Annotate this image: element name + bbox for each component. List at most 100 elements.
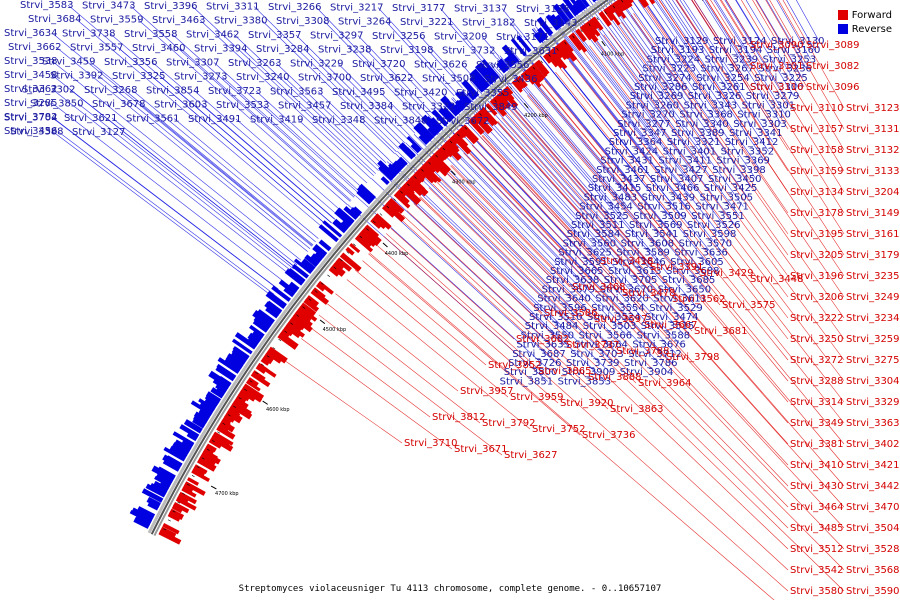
reverse-connector bbox=[69, 89, 296, 268]
reverse-gene-label: Strvi_3285 bbox=[4, 98, 58, 109]
minor-tick bbox=[548, 54, 551, 57]
reverse-feature bbox=[247, 332, 261, 345]
reverse-gene-label: Strvi_3589 bbox=[616, 248, 670, 259]
reverse-feature bbox=[204, 395, 219, 409]
minor-tick bbox=[486, 106, 490, 110]
reverse-gene-label: Strvi_3321 bbox=[667, 137, 721, 148]
reverse-gene-label: Strvi_3343 bbox=[684, 100, 738, 111]
forward-feature bbox=[417, 167, 435, 184]
forward-gene-label: Strvi_3259 bbox=[846, 334, 900, 345]
forward-feature bbox=[370, 218, 382, 229]
minor-tick bbox=[227, 414, 231, 417]
reverse-gene-label: Strvi_3466 bbox=[646, 183, 700, 194]
reverse-feature bbox=[210, 387, 225, 399]
forward-connector bbox=[691, 0, 749, 88]
reverse-connector bbox=[261, 20, 397, 153]
forward-connector bbox=[466, 149, 665, 358]
reverse-gene-label: Strvi_3392 bbox=[50, 71, 104, 82]
forward-connector bbox=[419, 197, 789, 550]
ruler-label: 4100 kbp bbox=[601, 52, 625, 58]
reverse-gene-label: Strvi_3462 bbox=[186, 30, 240, 41]
reverse-feature bbox=[224, 356, 243, 372]
reverse-gene-label: Strvi_3348 bbox=[312, 115, 366, 126]
forward-feature bbox=[405, 180, 423, 197]
reverse-gene-label: Strvi_3273 bbox=[174, 72, 228, 83]
reverse-connector bbox=[489, 50, 497, 59]
reverse-gene-label: Strvi_3357 bbox=[248, 30, 302, 41]
reverse-connector bbox=[55, 46, 308, 252]
reverse-gene-label: Strvi_3341 bbox=[729, 128, 783, 139]
reverse-feature bbox=[133, 517, 150, 529]
forward-feature bbox=[339, 252, 362, 272]
reverse-gene-label: Strvi_3369 bbox=[716, 156, 770, 167]
forward-connector bbox=[541, 83, 789, 382]
reverse-connector bbox=[479, 73, 694, 318]
forward-feature bbox=[381, 205, 396, 218]
reverse-feature bbox=[503, 55, 516, 68]
forward-gene-label: Strvi_3314 bbox=[790, 397, 844, 408]
minor-tick bbox=[266, 355, 270, 358]
reverse-gene-label: Strvi_3851 bbox=[500, 376, 554, 387]
forward-feature bbox=[372, 216, 386, 230]
reverse-connector bbox=[489, 63, 661, 262]
reverse-connector bbox=[625, 0, 720, 134]
forward-connector bbox=[559, 68, 845, 424]
ruler-label: 4700 kbp bbox=[215, 491, 239, 497]
forward-feature bbox=[265, 351, 282, 364]
forward-connector bbox=[327, 303, 481, 424]
minor-tick bbox=[442, 147, 446, 151]
reverse-gene-label: Strvi_3347 bbox=[613, 128, 667, 139]
reverse-gene-label: Strvi_3310 bbox=[737, 110, 791, 121]
forward-feature bbox=[191, 469, 210, 483]
reverse-gene-label: Strvi_3631 bbox=[504, 46, 558, 57]
forward-gene-label: Strvi_3158 bbox=[790, 145, 844, 156]
reverse-gene-label: Strvi_3301 bbox=[742, 100, 796, 111]
minor-tick bbox=[163, 528, 167, 531]
forward-gene-label: Strvi_3737 bbox=[566, 340, 620, 351]
forward-connector bbox=[676, 0, 845, 256]
minor-tick bbox=[314, 290, 318, 293]
reverse-connector bbox=[191, 5, 375, 176]
forward-gene-label: Strvi_3402 bbox=[846, 439, 900, 450]
forward-feature bbox=[472, 112, 493, 135]
minor-tick bbox=[249, 380, 253, 383]
reverse-feature bbox=[536, 16, 554, 37]
forward-feature bbox=[330, 262, 346, 277]
reverse-feature bbox=[552, 3, 570, 24]
reverse-connector bbox=[379, 169, 565, 345]
reverse-feature bbox=[162, 460, 180, 472]
forward-feature bbox=[430, 152, 452, 174]
forward-connector bbox=[782, 0, 845, 109]
forward-connector bbox=[399, 218, 609, 410]
minor-tick bbox=[233, 405, 237, 408]
minor-tick bbox=[596, 17, 599, 21]
forward-feature bbox=[440, 144, 454, 158]
forward-gene-label: Strvi_3089 bbox=[806, 40, 860, 51]
forward-connector bbox=[435, 180, 789, 529]
reverse-feature bbox=[441, 107, 455, 121]
reverse-feature bbox=[457, 97, 470, 109]
forward-feature bbox=[579, 24, 593, 41]
reverse-connector bbox=[325, 105, 387, 164]
forward-connector bbox=[301, 338, 453, 450]
reverse-connector bbox=[643, 0, 691, 69]
ruler-tick bbox=[523, 102, 529, 109]
reverse-feature bbox=[131, 507, 154, 522]
strand-legend: Forward Reverse bbox=[837, 8, 892, 36]
reverse-gene-label: Strvi_3515 bbox=[641, 321, 695, 332]
reverse-gene-label: Strvi_3646 bbox=[612, 257, 666, 268]
reverse-connector bbox=[558, 8, 732, 235]
forward-feature bbox=[230, 402, 253, 420]
reverse-gene-label: Strvi_3260 bbox=[626, 100, 680, 111]
forward-feature bbox=[457, 127, 468, 139]
forward-gene-label: Strvi_3920 bbox=[560, 398, 614, 409]
reverse-connector bbox=[523, 35, 715, 272]
reverse-connector bbox=[199, 19, 372, 179]
forward-gene-label: Strvi_3159 bbox=[790, 166, 844, 177]
minor-tick bbox=[211, 440, 215, 443]
forward-gene-label: Strvi_3788 bbox=[616, 346, 670, 357]
reverse-connector bbox=[201, 104, 336, 220]
forward-connector bbox=[675, 0, 789, 172]
